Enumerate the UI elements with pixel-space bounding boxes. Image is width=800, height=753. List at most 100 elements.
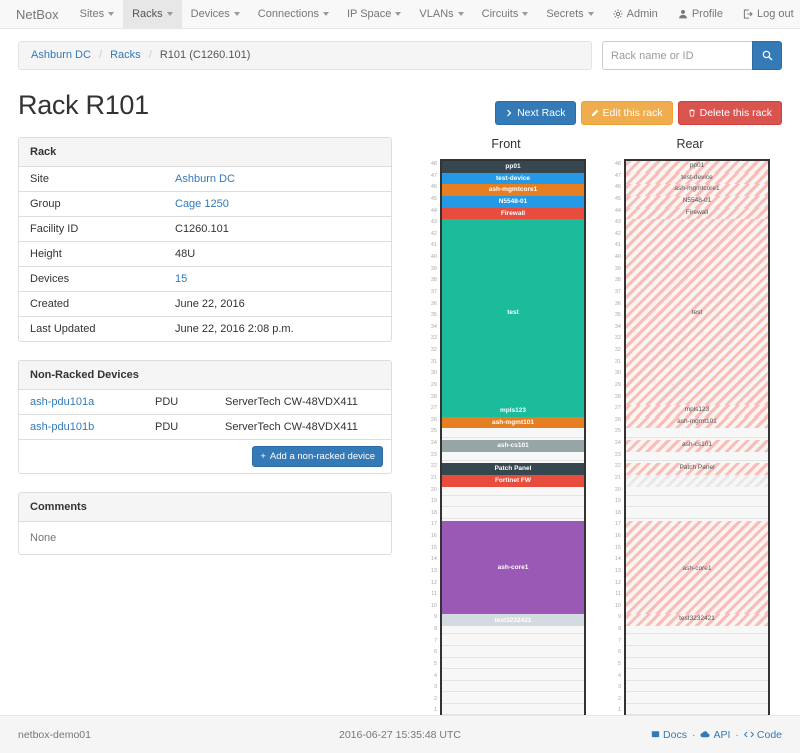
rack-device-fortinet-fw[interactable]: [626, 474, 768, 487]
rack-unit-slot[interactable]: [442, 657, 584, 670]
nonracked-device-name-cell: ash-pdu101a: [19, 390, 144, 415]
rack-unit-number: 34: [430, 323, 437, 330]
cloud-icon: [700, 730, 711, 739]
add-nonracked-device-button[interactable]: + Add a non-racked device: [252, 446, 383, 467]
rack-device-test[interactable]: test: [626, 219, 768, 406]
search-button[interactable]: [752, 41, 782, 70]
rack-info-label: Facility ID: [19, 216, 164, 242]
rack-unit-slot[interactable]: [442, 645, 584, 658]
rack-unit-slot[interactable]: [626, 495, 768, 508]
rack-device-mpls123[interactable]: mpls123: [626, 405, 768, 417]
search-icon: [762, 50, 772, 61]
rack-device-test-device[interactable]: test-device: [626, 172, 768, 185]
rack-unit-slot[interactable]: [442, 449, 584, 462]
rack-unit-number: 30: [614, 370, 621, 377]
nonracked-device-link[interactable]: ash-pdu101b: [30, 421, 95, 433]
search-input[interactable]: [602, 41, 752, 70]
rack-device-test3232421[interactable]: test3232421: [626, 614, 768, 626]
nav-log-out[interactable]: Log out: [733, 0, 800, 28]
rack-unit-slot[interactable]: [442, 426, 584, 439]
rack-device-fortinet-fw[interactable]: Fortinet FW: [442, 474, 584, 487]
rack-device-patch-panel[interactable]: Patch Panel: [626, 463, 768, 475]
rack-device-firewall[interactable]: Firewall: [442, 207, 584, 220]
chevron-right-icon: [505, 109, 513, 117]
rack-unit-slot[interactable]: [626, 645, 768, 658]
nav-admin[interactable]: Admin: [603, 0, 668, 28]
nav-item-circuits[interactable]: Circuits: [473, 0, 538, 28]
rack-unit-slot[interactable]: [442, 507, 584, 519]
rack-device-mpls123[interactable]: mpls123: [442, 405, 584, 417]
rack-unit-number: 11: [615, 591, 621, 598]
rack-unit-slot[interactable]: [626, 634, 768, 646]
rack-device-ash-cs101[interactable]: ash-cs101: [626, 440, 768, 452]
nav-profile[interactable]: Profile: [668, 0, 733, 28]
nav-item-vlans[interactable]: VLANs: [410, 0, 472, 28]
rack-device-test3232421[interactable]: test3232421: [442, 614, 584, 626]
rack-unit-number: 24: [430, 440, 437, 447]
rack-unit-slot[interactable]: [626, 484, 768, 496]
footer-link-docs[interactable]: Docs: [651, 729, 687, 741]
rack-device-ash-core1[interactable]: ash-core1: [442, 521, 584, 615]
rack-device-ash-mgmt101[interactable]: ash-mgmt101: [442, 416, 584, 429]
delete-this-rack-button[interactable]: Delete this rack: [677, 101, 782, 125]
rack-device-test-device[interactable]: test-device: [442, 172, 584, 185]
rack-unit-number: 32: [430, 347, 437, 354]
rack-info-link[interactable]: Cage 1250: [175, 198, 229, 210]
rack-unit-slot[interactable]: [442, 669, 584, 681]
breadcrumb-site[interactable]: Ashburn DC: [31, 49, 91, 61]
nav-item-label: IP Space: [346, 8, 392, 20]
breadcrumb-separator-2: /: [148, 49, 152, 61]
rack-device-label: ash-cs101: [682, 441, 712, 448]
rack-unit-slot[interactable]: [626, 669, 768, 681]
rack-unit-slot[interactable]: [626, 680, 768, 693]
nav-item-racks[interactable]: Racks: [123, 0, 182, 28]
nav-right-label: Admin: [626, 8, 658, 20]
rack-device-ash-mgmtcore1[interactable]: ash-mgmtcore1: [442, 184, 584, 196]
nav-item-devices[interactable]: Devices: [182, 0, 249, 28]
footer-link-api[interactable]: API: [700, 729, 730, 741]
rack-unit-slot[interactable]: [442, 622, 584, 635]
edit-this-rack-button[interactable]: Edit this rack: [580, 101, 673, 125]
rack-device-ash-core1[interactable]: ash-core1: [626, 521, 768, 615]
rack-info-link[interactable]: Ashburn DC: [175, 173, 235, 185]
nav-item-connections[interactable]: Connections: [249, 0, 338, 28]
rack-device-firewall[interactable]: Firewall: [626, 207, 768, 220]
rack-device-patch-panel[interactable]: Patch Panel: [442, 463, 584, 475]
rack-unit-number: 2: [433, 695, 437, 702]
rack-device-ash-mgmtcore1[interactable]: ash-mgmtcore1: [626, 184, 768, 196]
rack-unit-slot[interactable]: [442, 634, 584, 646]
rack-info-label: Created: [19, 291, 164, 317]
next-rack-button[interactable]: Next Rack: [495, 101, 576, 125]
rack-device-ash-cs101[interactable]: ash-cs101: [442, 440, 584, 452]
rack-unit-slot[interactable]: [626, 692, 768, 704]
rack-device-ash-mgmt101[interactable]: ash-mgmt101: [626, 416, 768, 429]
rack-unit-slot[interactable]: [626, 449, 768, 462]
rack-device-n5548-01[interactable]: N5548-01: [442, 195, 584, 208]
footer-link-code[interactable]: Code: [743, 729, 782, 741]
brand-logo[interactable]: NetBox: [16, 6, 59, 22]
rack-device-pp01[interactable]: pp01: [442, 161, 584, 173]
rack-unit-slot[interactable]: [442, 692, 584, 704]
trash-icon: [688, 109, 696, 117]
rack-device-test[interactable]: test: [442, 219, 584, 406]
rack-unit-slot[interactable]: [626, 622, 768, 635]
rack-unit-slot[interactable]: [442, 703, 584, 716]
rack-unit-slot[interactable]: [626, 426, 768, 439]
rack-unit-slot[interactable]: [626, 507, 768, 519]
nav-item-ip-space[interactable]: IP Space: [338, 0, 410, 28]
nav-item-sites[interactable]: Sites: [71, 0, 123, 28]
rack-unit-number: 18: [614, 509, 621, 516]
rack-device-n5548-01[interactable]: N5548-01: [626, 195, 768, 208]
rack-device-pp01[interactable]: pp01: [626, 161, 768, 173]
rack-unit-number: 47: [614, 172, 621, 179]
nav-item-label: Sites: [79, 8, 105, 20]
rack-info-link[interactable]: 15: [175, 273, 188, 285]
rack-unit-slot[interactable]: [442, 680, 584, 693]
nonracked-device-link[interactable]: ash-pdu101a: [30, 396, 95, 408]
rack-unit-slot[interactable]: [626, 657, 768, 670]
rack-unit-slot[interactable]: [442, 484, 584, 496]
breadcrumb-racks[interactable]: Racks: [110, 49, 141, 61]
rack-unit-slot[interactable]: [626, 703, 768, 716]
rack-unit-slot[interactable]: [442, 495, 584, 508]
nav-item-secrets[interactable]: Secrets: [537, 0, 602, 28]
